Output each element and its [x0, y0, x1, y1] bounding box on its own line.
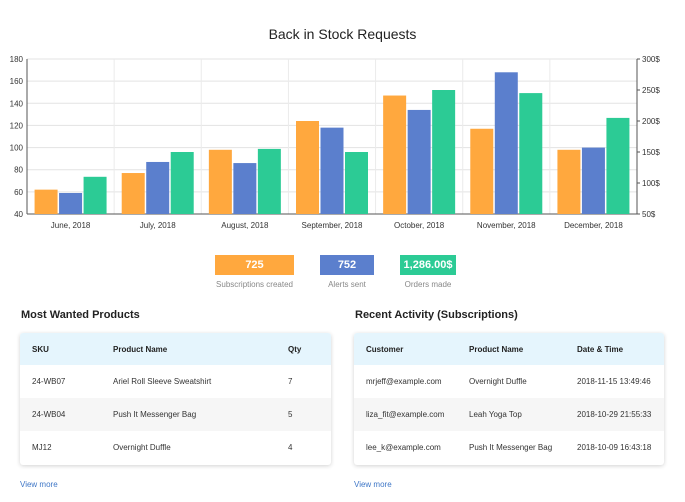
table-header-row: SKU Product Name Qty — [20, 333, 331, 365]
y-right-tick-label: 150$ — [642, 148, 660, 157]
summary-subscriptions-value: 725 — [215, 255, 294, 275]
table-row[interactable]: mrjeff@example.com Overnight Duffle 2018… — [354, 365, 664, 398]
bar — [257, 148, 281, 214]
bar — [383, 95, 407, 214]
bar — [59, 192, 83, 214]
bar — [581, 147, 605, 214]
chart-title: Back in Stock Requests — [268, 26, 417, 42]
x-tick-label: October, 2018 — [394, 221, 445, 230]
recent-activity-table-card: Customer Product Name Date & Time mrjeff… — [354, 333, 664, 465]
bar — [519, 93, 543, 214]
y-left-tick-label: 40 — [14, 210, 23, 219]
y-left-tick-label: 180 — [10, 55, 24, 64]
activity-view-more-link[interactable]: View more — [354, 480, 392, 489]
cell-qty: 5 — [288, 398, 331, 431]
x-tick-label: June, 2018 — [51, 221, 91, 230]
y-right-tick-label: 50$ — [642, 210, 656, 219]
column-header-sku: SKU — [20, 333, 113, 365]
cell-date-time: 2018-10-29 21:55:33 — [577, 398, 664, 431]
cell-qty: 4 — [288, 443, 293, 452]
column-header-customer: Customer — [354, 333, 469, 365]
cell-product-name: Leah Yoga Top — [469, 398, 577, 431]
bar — [407, 109, 431, 214]
x-tick-label: December, 2018 — [564, 221, 623, 230]
most-wanted-title: Most Wanted Products — [21, 309, 140, 321]
bar — [432, 90, 456, 214]
summary-orders-caption: Orders made — [404, 280, 452, 289]
x-tick-label: August, 2018 — [221, 221, 269, 230]
cell-date-time: 2018-10-09 16:43:18 — [577, 443, 652, 452]
table-header-row: Customer Product Name Date & Time — [354, 333, 664, 365]
table-row[interactable]: 24-WB07 Ariel Roll Sleeve Sweatshirt 7 — [20, 365, 331, 398]
bar — [83, 176, 107, 214]
cell-sku: 24-WB07 — [32, 377, 66, 386]
cell-customer: liza_fit@example.com — [354, 398, 469, 431]
summary-alerts-value: 752 — [320, 255, 374, 275]
y-left-tick-label: 120 — [10, 121, 24, 130]
y-right-tick-label: 200$ — [642, 117, 660, 126]
cell-date-time: 2018-11-15 13:49:46 — [577, 377, 651, 386]
y-left-tick-label: 80 — [14, 166, 23, 175]
bar — [208, 149, 232, 214]
x-tick-label: July, 2018 — [140, 221, 176, 230]
most-wanted-table: SKU Product Name Qty 24-WB07 Ariel Roll … — [20, 333, 331, 464]
bar — [146, 161, 170, 214]
y-left-tick-label: 160 — [10, 77, 24, 86]
y-right-tick-label: 100$ — [642, 179, 660, 188]
y-right-tick-label: 250$ — [642, 86, 660, 95]
cell-customer: mrjeff@example.com — [366, 377, 442, 386]
bar — [320, 127, 344, 214]
table-row[interactable]: MJ12 Overnight Duffle 4 — [20, 431, 331, 464]
bar-chart: 40 60 80 100 120 140 160 180 50$ 100$ 150$ 200$ 250$… — [10, 55, 661, 230]
bar — [345, 152, 368, 214]
summary-alerts-caption: Alerts sent — [328, 280, 366, 289]
cell-customer: lee_k@example.com — [366, 443, 441, 452]
summary-orders: 1,286.00$ Orders made — [400, 255, 456, 295]
bar — [494, 72, 518, 215]
table-row[interactable]: lee_k@example.com Push It Messenger Bag … — [354, 431, 664, 464]
cell-product-name: Push It Messenger Bag — [469, 443, 553, 452]
cell-sku: MJ12 — [32, 443, 52, 452]
cell-product-name: Push It Messenger Bag — [113, 398, 288, 431]
table-row[interactable]: liza_fit@example.com Leah Yoga Top 2018-… — [354, 398, 664, 431]
recent-activity-title: Recent Activity (Subscriptions) — [355, 309, 518, 321]
summary-orders-value: 1,286.00$ — [400, 255, 456, 275]
cell-product-name: Overnight Duffle — [469, 377, 527, 386]
bar — [170, 152, 194, 214]
column-header-date-time: Date & Time — [577, 333, 664, 365]
y-left-tick-label: 100 — [10, 144, 24, 153]
column-header-product-name: Product Name — [469, 333, 577, 365]
summary-subscriptions-caption: Subscriptions created — [216, 280, 293, 289]
recent-activity-table: Customer Product Name Date & Time mrjeff… — [354, 333, 664, 464]
bar — [34, 189, 58, 214]
summary-subscriptions: 725 Subscriptions created — [215, 255, 294, 295]
y-left-tick-label: 140 — [10, 99, 24, 108]
table-row[interactable]: 24-WB04 Push It Messenger Bag 5 — [20, 398, 331, 431]
bar — [557, 149, 581, 214]
bar — [470, 128, 494, 214]
x-tick-label: November, 2018 — [477, 221, 536, 230]
bar — [121, 173, 145, 214]
products-view-more-link[interactable]: View more — [20, 480, 58, 489]
cell-product-name: Overnight Duffle — [113, 443, 171, 452]
y-left-tick-label: 60 — [14, 188, 23, 197]
cell-product-name: Ariel Roll Sleeve Sweatshirt — [113, 377, 212, 386]
bar — [606, 117, 630, 214]
column-header-qty: Qty — [288, 333, 331, 365]
most-wanted-table-card: SKU Product Name Qty 24-WB07 Ariel Roll … — [20, 333, 331, 465]
cell-sku: 24-WB04 — [20, 398, 113, 431]
y-right-tick-label: 300$ — [642, 55, 660, 64]
bar — [233, 163, 257, 214]
column-header-product-name: Product Name — [113, 333, 288, 365]
x-tick-label: September, 2018 — [302, 221, 363, 230]
bar — [296, 121, 319, 214]
cell-qty: 7 — [288, 377, 293, 386]
summary-alerts: 752 Alerts sent — [320, 255, 374, 295]
